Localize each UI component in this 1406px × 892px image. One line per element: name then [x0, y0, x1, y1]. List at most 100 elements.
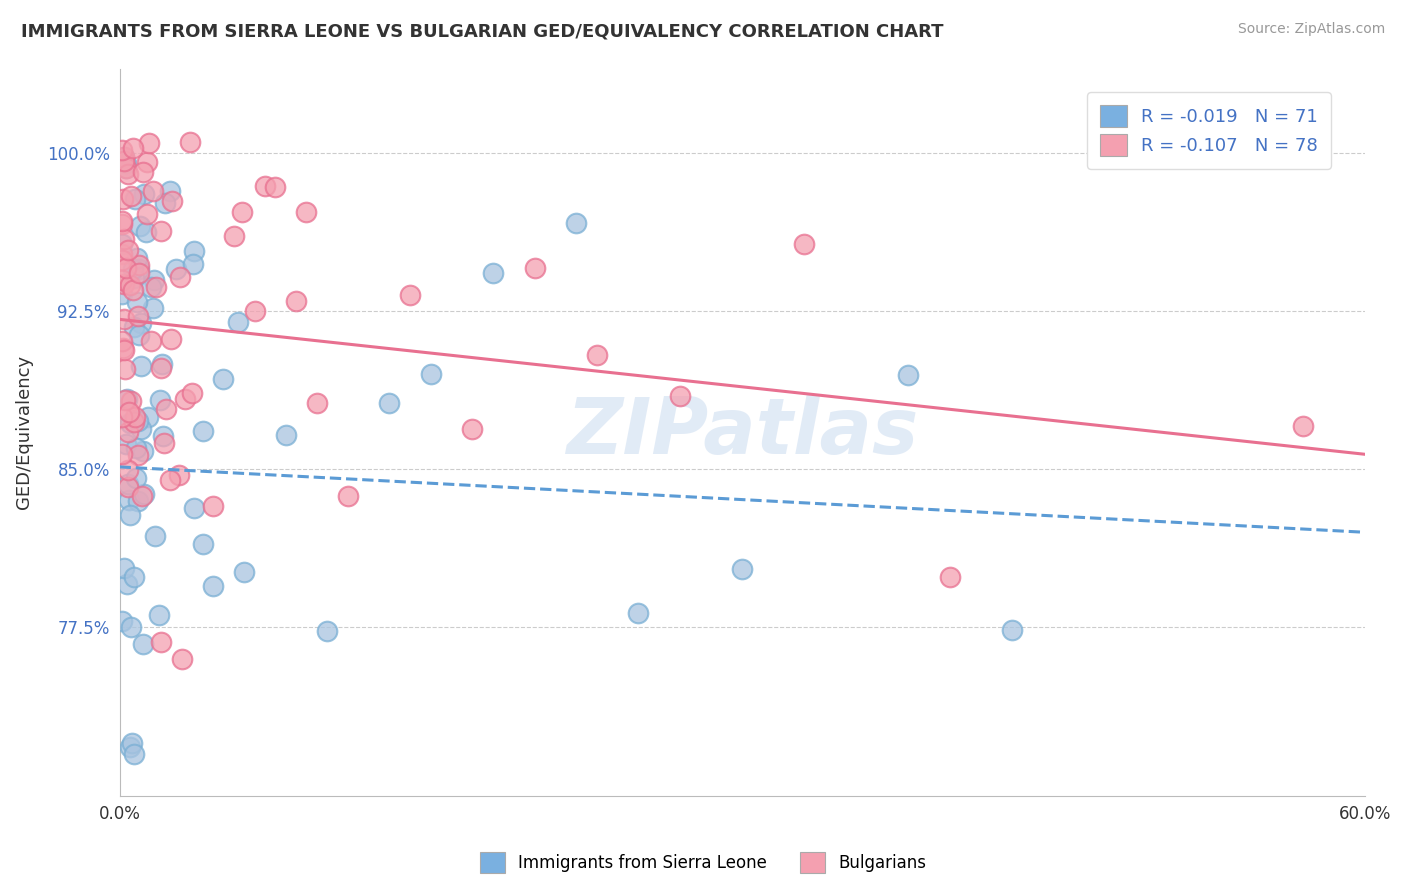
Point: [125, 441, 148, 455]
Point: [111, 193, 134, 207]
Point: [793, 236, 815, 251]
Point: [115, 392, 138, 406]
Point: [131, 490, 153, 504]
Point: [183, 257, 205, 271]
Point: [131, 637, 153, 651]
Point: [145, 280, 167, 294]
Point: [111, 287, 134, 301]
Point: [586, 348, 609, 362]
Point: [132, 165, 155, 179]
Point: [274, 428, 297, 442]
Point: [124, 192, 146, 206]
Point: [461, 422, 484, 436]
Point: [129, 359, 152, 374]
Text: Source: ZipAtlas.com: Source: ZipAtlas.com: [1237, 22, 1385, 37]
Point: [159, 184, 181, 198]
Point: [125, 470, 148, 484]
Point: [122, 416, 145, 430]
Point: [149, 392, 172, 407]
Point: [183, 500, 205, 515]
Point: [150, 635, 173, 649]
Point: [169, 269, 191, 284]
Point: [305, 395, 328, 409]
Legend: R = -0.019   N = 71, R = -0.107   N = 78: R = -0.019 N = 71, R = -0.107 N = 78: [1087, 92, 1331, 169]
Point: [118, 493, 141, 508]
Point: [141, 334, 163, 349]
Point: [136, 410, 159, 425]
Point: [111, 217, 134, 231]
Point: [264, 179, 287, 194]
Point: [122, 319, 145, 334]
Point: [125, 294, 148, 309]
Point: [111, 143, 134, 157]
Point: [122, 283, 145, 297]
Point: [152, 429, 174, 443]
Text: ZIPatlas: ZIPatlas: [567, 394, 918, 470]
Point: [1001, 623, 1024, 637]
Point: [112, 561, 135, 575]
Point: [111, 273, 134, 287]
Point: [222, 228, 245, 243]
Point: [231, 204, 253, 219]
Point: [118, 508, 141, 523]
Point: [118, 277, 141, 292]
Point: [111, 247, 134, 261]
Point: [139, 280, 162, 294]
Point: [111, 614, 134, 628]
Point: [183, 244, 205, 258]
Point: [118, 405, 141, 419]
Point: [159, 473, 181, 487]
Point: [117, 479, 139, 493]
Point: [160, 194, 183, 208]
Point: [128, 327, 150, 342]
Point: [191, 424, 214, 438]
Point: [285, 294, 308, 309]
Point: [120, 394, 142, 409]
Point: [125, 251, 148, 265]
Point: [153, 196, 176, 211]
Point: [482, 266, 505, 280]
Point: [897, 368, 920, 382]
Point: [150, 357, 173, 371]
Point: [120, 416, 142, 430]
Point: [149, 224, 172, 238]
Point: [112, 342, 135, 356]
Point: [142, 301, 165, 315]
Point: [336, 489, 359, 503]
Point: [122, 747, 145, 761]
Point: [191, 537, 214, 551]
Point: [136, 207, 159, 221]
Point: [181, 385, 204, 400]
Point: [120, 189, 142, 203]
Point: [201, 499, 224, 513]
Point: [419, 367, 441, 381]
Point: [128, 262, 150, 277]
Point: [127, 310, 149, 324]
Point: [143, 273, 166, 287]
Point: [122, 570, 145, 584]
Legend: Immigrants from Sierra Leone, Bulgarians: Immigrants from Sierra Leone, Bulgarians: [472, 846, 934, 880]
Point: [114, 392, 136, 407]
Point: [121, 736, 143, 750]
Point: [124, 410, 146, 425]
Point: [565, 216, 588, 230]
Point: [112, 153, 135, 168]
Point: [212, 372, 235, 386]
Point: [316, 624, 339, 638]
Point: [112, 343, 135, 357]
Point: [128, 258, 150, 272]
Point: [134, 486, 156, 500]
Point: [127, 493, 149, 508]
Point: [115, 261, 138, 276]
Point: [938, 570, 960, 584]
Point: [114, 362, 136, 376]
Point: [142, 185, 165, 199]
Point: [201, 579, 224, 593]
Point: [115, 577, 138, 591]
Point: [378, 396, 401, 410]
Point: [117, 167, 139, 181]
Point: [114, 436, 136, 450]
Point: [173, 392, 195, 407]
Point: [117, 425, 139, 439]
Point: [111, 410, 134, 425]
